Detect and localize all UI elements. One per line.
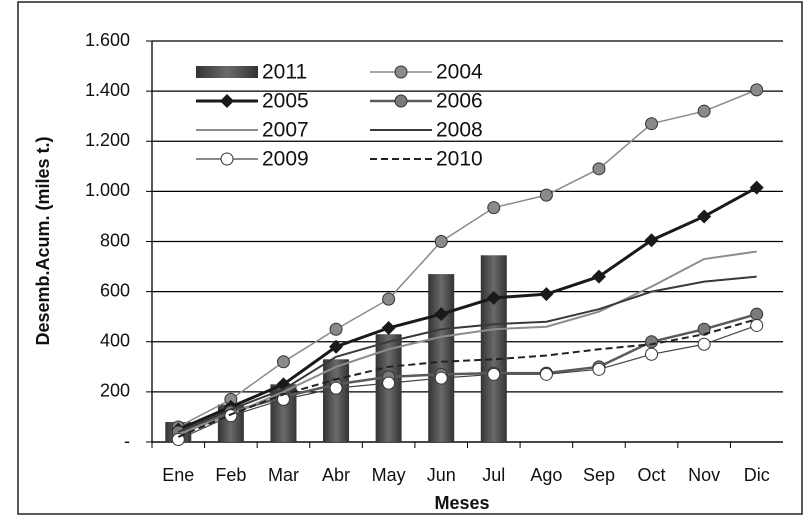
bar (323, 359, 350, 442)
point (486, 290, 501, 305)
point (591, 269, 606, 284)
point (382, 292, 396, 306)
x-tick-label: Ene (162, 465, 194, 485)
x-tick-label: Mar (268, 465, 299, 485)
legend-marker (394, 94, 408, 108)
x-tick-label: Sep (583, 465, 615, 485)
point (329, 381, 343, 395)
y-tick-label: 800 (100, 230, 130, 250)
point (434, 371, 448, 385)
point (539, 188, 553, 202)
point (697, 104, 711, 118)
x-tick-label: Nov (688, 465, 720, 485)
legend-label: 2009 (262, 148, 309, 171)
line (177, 250, 757, 436)
point (592, 362, 606, 376)
point (329, 339, 344, 354)
line (177, 318, 757, 438)
line (177, 186, 758, 431)
legend-marker (220, 94, 234, 108)
legend-label: 2004 (436, 61, 483, 84)
point (750, 307, 764, 321)
y-axis-label: Desemb.Acum. (miles t.) (33, 136, 53, 345)
y-tick-label: 1.600 (85, 30, 130, 50)
point (749, 180, 764, 195)
x-tick-label: Jun (427, 465, 456, 485)
legend-label: 2006 (436, 90, 483, 113)
legend-label: 2010 (436, 148, 483, 171)
point (487, 367, 501, 381)
point (592, 162, 606, 176)
y-tick-label: 1.000 (85, 180, 130, 200)
y-tick-label: 600 (100, 280, 130, 300)
legend-marker (394, 65, 408, 79)
x-tick-label: Feb (215, 465, 246, 485)
point (539, 287, 554, 302)
y-tick-label: 400 (100, 331, 130, 351)
line (177, 275, 757, 433)
point (645, 347, 659, 361)
point (697, 209, 712, 224)
line (178, 324, 757, 441)
point (381, 320, 396, 335)
legend-marker (220, 152, 234, 166)
x-tick-label: Ago (530, 465, 562, 485)
point (382, 376, 396, 390)
x-axis-label: Meses (434, 493, 489, 513)
point (224, 409, 238, 423)
point (276, 355, 290, 369)
x-tick-label: May (372, 465, 406, 485)
chart-border (17, 1, 803, 515)
y-tick-label: 1.400 (85, 80, 130, 100)
legend-label: 2011 (262, 61, 307, 84)
point (750, 83, 764, 97)
legend-label: 2008 (436, 119, 483, 142)
legend-swatch (196, 66, 258, 78)
bar (428, 274, 455, 442)
x-tick-label: Dic (744, 465, 770, 485)
x-tick-label: Oct (638, 465, 666, 485)
point (434, 235, 448, 248)
legend-label: 2005 (262, 90, 309, 113)
line (177, 89, 757, 428)
point (539, 367, 553, 381)
legend-label: 2007 (262, 119, 309, 142)
x-tick-label: Abr (322, 465, 350, 485)
point (697, 337, 711, 351)
x-tick-label: Jul (482, 465, 505, 485)
line (177, 312, 758, 434)
point (644, 233, 659, 248)
y-tick-label: 1.200 (85, 130, 130, 150)
y-tick-label: 200 (100, 381, 130, 401)
bar (480, 255, 507, 442)
y-tick-label: - (124, 431, 130, 451)
point (487, 201, 501, 215)
point (645, 335, 659, 349)
point (645, 117, 659, 131)
point (434, 307, 449, 322)
point (329, 322, 343, 336)
